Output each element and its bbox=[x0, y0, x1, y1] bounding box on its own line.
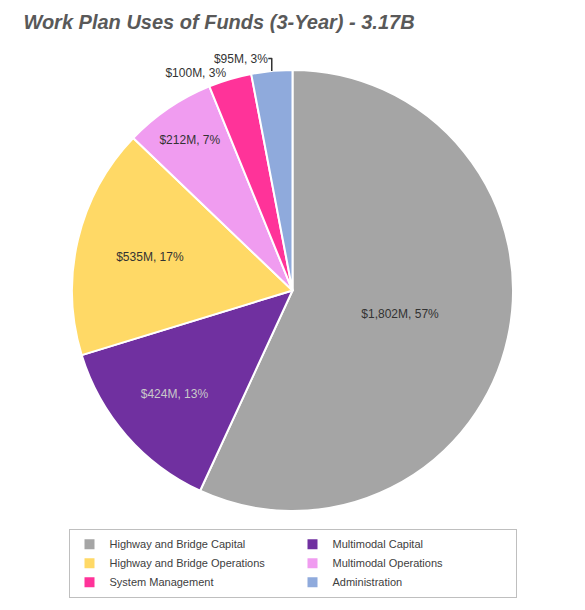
svg-text:$424M, 13%: $424M, 13% bbox=[141, 387, 209, 401]
svg-text:$100M, 3%: $100M, 3% bbox=[165, 66, 226, 80]
svg-text:Multimodal Capital: Multimodal Capital bbox=[333, 538, 423, 550]
svg-text:Multimodal Operations: Multimodal Operations bbox=[333, 557, 444, 569]
svg-text:$535M, 17%: $535M, 17% bbox=[116, 250, 184, 264]
svg-text:$95M, 3%: $95M, 3% bbox=[214, 52, 268, 66]
svg-text:$1,802M, 57%: $1,802M, 57% bbox=[361, 307, 439, 321]
svg-text:$212M, 7%: $212M, 7% bbox=[159, 133, 220, 147]
svg-text:Administration: Administration bbox=[333, 576, 403, 588]
svg-text:Work Plan Uses of Funds (3-Yea: Work Plan Uses of Funds (3-Year) - 3.17B bbox=[23, 11, 414, 33]
svg-text:System Management: System Management bbox=[110, 576, 214, 588]
svg-text:Highway and Bridge Capital: Highway and Bridge Capital bbox=[110, 538, 246, 550]
svg-text:Highway and Bridge Operations: Highway and Bridge Operations bbox=[110, 557, 266, 569]
